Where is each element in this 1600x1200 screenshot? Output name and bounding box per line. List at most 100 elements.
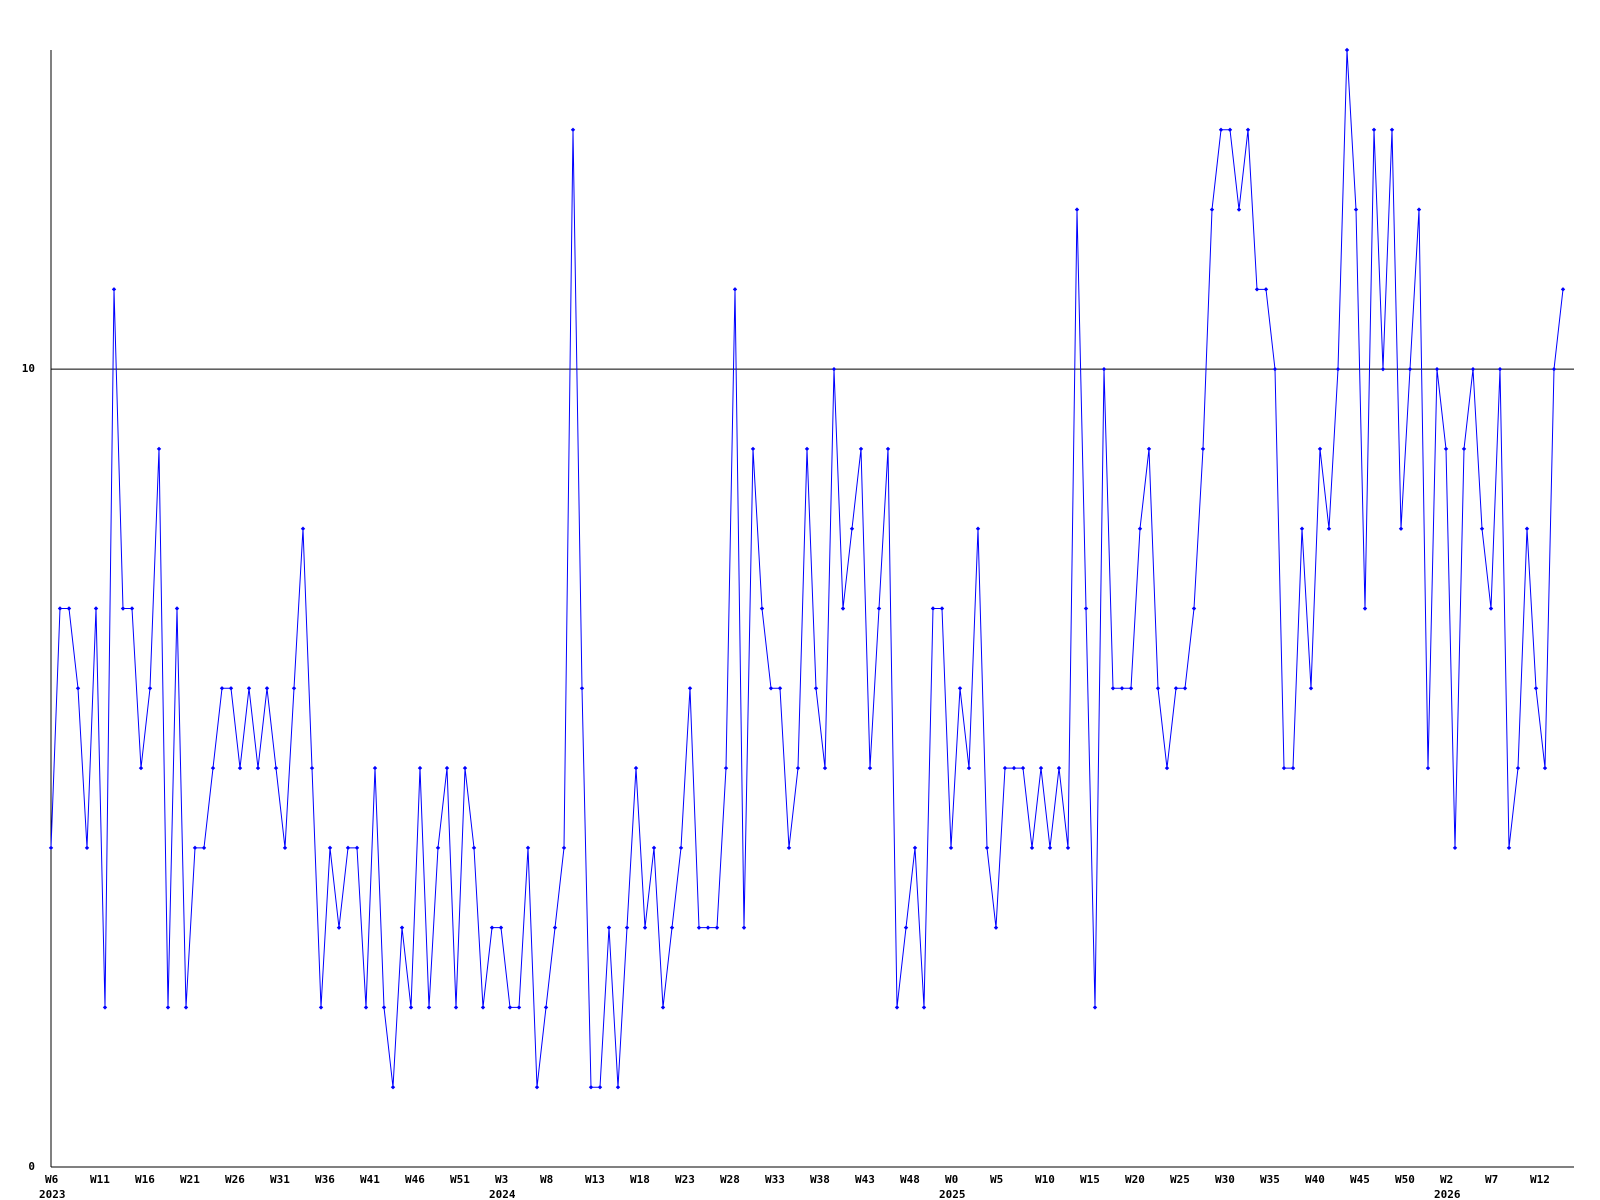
data-point: [192, 845, 198, 851]
data-point: [1236, 207, 1242, 212]
data-point: [750, 446, 756, 452]
x-tick-label: W43: [855, 1173, 875, 1186]
data-point: [408, 1005, 414, 1010]
data-point: [1074, 207, 1080, 212]
data-point: [471, 845, 477, 851]
data-point: [1272, 366, 1278, 372]
data-point: [813, 686, 819, 691]
data-point: [57, 606, 63, 611]
data-point: [1056, 765, 1062, 771]
data-point: [138, 765, 144, 771]
data-point: [291, 686, 297, 691]
x-tick-label: W51: [450, 1173, 470, 1186]
data-point: [282, 845, 288, 851]
data-point: [48, 845, 54, 851]
data-point: [237, 765, 243, 771]
data-point: [1137, 526, 1143, 531]
data-point: [1362, 606, 1368, 611]
x-year-label: 2025: [939, 1188, 966, 1200]
data-point: [777, 686, 783, 691]
data-point: [147, 686, 153, 691]
x-tick-label: W33: [765, 1173, 785, 1186]
x-tick-label: W41: [360, 1173, 380, 1186]
x-tick-label: W8: [540, 1173, 553, 1186]
data-point: [1038, 765, 1044, 771]
data-point: [399, 925, 405, 930]
x-tick-label: W46: [405, 1173, 425, 1186]
x-tick-label: W7: [1485, 1173, 1498, 1186]
data-point: [1497, 366, 1503, 372]
data-point: [804, 446, 810, 452]
data-point: [1020, 765, 1026, 771]
data-point: [264, 686, 270, 691]
data-point: [1173, 686, 1179, 691]
data-point: [822, 765, 828, 771]
data-point: [1560, 287, 1566, 292]
data-point: [417, 765, 423, 771]
x-year-label: 2024: [489, 1188, 516, 1200]
data-point: [1164, 765, 1170, 771]
data-point: [255, 765, 261, 771]
data-point: [552, 925, 558, 930]
data-point: [1317, 446, 1323, 452]
data-point: [696, 925, 702, 930]
data-point: [129, 606, 135, 611]
data-point: [66, 606, 72, 611]
data-point: [174, 606, 180, 611]
data-point: [678, 845, 684, 851]
data-point: [1128, 686, 1134, 691]
data-point: [1398, 526, 1404, 531]
data-point: [1191, 606, 1197, 611]
data-point: [1344, 47, 1350, 53]
data-point: [435, 845, 441, 851]
data-point: [327, 845, 333, 851]
data-point: [597, 1085, 603, 1090]
data-point: [903, 925, 909, 930]
x-tick-label: W40: [1305, 1173, 1325, 1186]
data-point: [1308, 686, 1314, 691]
data-point: [849, 526, 855, 531]
data-point: [561, 845, 567, 851]
y-tick-label: 10: [22, 362, 35, 375]
data-point: [1119, 686, 1125, 691]
data-point: [543, 1005, 549, 1010]
data-point: [111, 287, 117, 292]
data-point: [1047, 845, 1053, 851]
data-point: [1407, 366, 1413, 372]
x-tick-label: W31: [270, 1173, 290, 1186]
data-point: [1200, 446, 1206, 452]
data-point: [1299, 526, 1305, 531]
data-point: [831, 366, 837, 372]
data-point: [570, 127, 576, 132]
x-tick-label: W25: [1170, 1173, 1190, 1186]
data-point: [1110, 686, 1116, 691]
data-point: [480, 1005, 486, 1010]
data-point: [1506, 845, 1512, 851]
data-point: [948, 845, 954, 851]
x-tick-label: W13: [585, 1173, 605, 1186]
data-point: [1290, 765, 1296, 771]
data-point: [1416, 207, 1422, 212]
data-point: [741, 925, 747, 930]
data-point: [93, 606, 99, 611]
data-point: [624, 925, 630, 930]
data-point: [84, 845, 90, 851]
data-point: [858, 446, 864, 452]
data-point: [489, 925, 495, 930]
y-tick-label: 0: [28, 1160, 35, 1173]
data-point: [669, 925, 675, 930]
x-tick-label: W20: [1125, 1173, 1145, 1186]
data-point: [462, 765, 468, 771]
x-tick-label: W48: [900, 1173, 920, 1186]
data-point: [210, 765, 216, 771]
data-point: [1488, 606, 1494, 611]
data-point: [984, 845, 990, 851]
data-point: [363, 1005, 369, 1010]
data-point: [885, 446, 891, 452]
data-point: [345, 845, 351, 851]
data-point: [507, 1005, 513, 1010]
data-point: [1443, 446, 1449, 452]
data-point: [966, 765, 972, 771]
data-point: [894, 1005, 900, 1010]
